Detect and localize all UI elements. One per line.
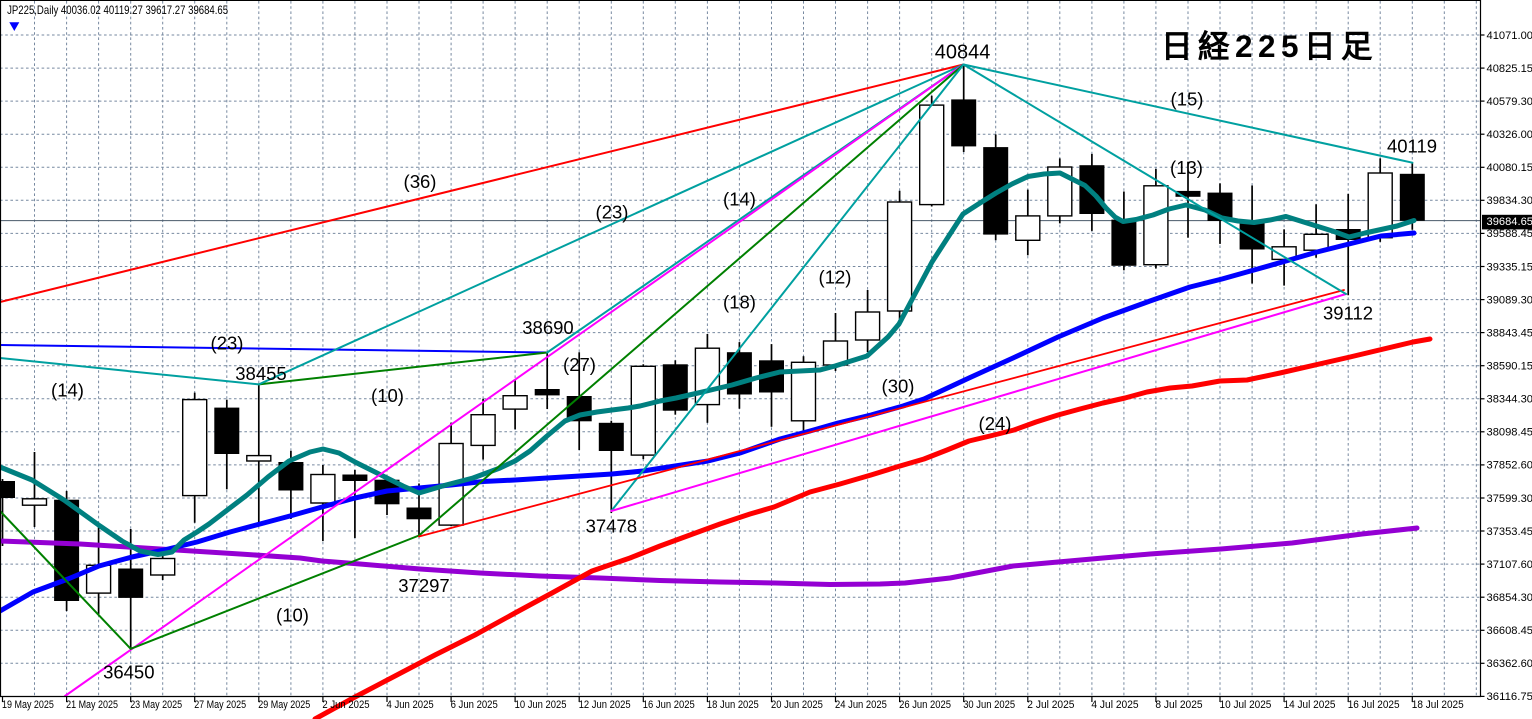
svg-text:38455: 38455 <box>235 363 286 384</box>
svg-text:36450: 36450 <box>103 661 154 682</box>
svg-text:40825.15: 40825.15 <box>1487 63 1532 75</box>
svg-text:(18): (18) <box>723 291 756 312</box>
svg-text:12 Jun 2025: 12 Jun 2025 <box>579 699 631 711</box>
svg-text:39588.45: 39588.45 <box>1487 228 1532 240</box>
svg-text:36116.75: 36116.75 <box>1487 691 1532 703</box>
svg-text:38690: 38690 <box>522 317 573 338</box>
svg-text:19 May 2025: 19 May 2025 <box>2 699 54 711</box>
svg-text:40579.30: 40579.30 <box>1487 96 1532 108</box>
svg-text:(36): (36) <box>404 171 437 192</box>
svg-text:JP225,Daily 40036.02 40119.27: JP225,Daily 40036.02 40119.27 39617.27 3… <box>7 3 228 17</box>
svg-text:10 Jul 2025: 10 Jul 2025 <box>1220 699 1272 711</box>
svg-text:40119: 40119 <box>1387 135 1437 156</box>
svg-text:(14): (14) <box>723 188 756 209</box>
svg-text:39834.30: 39834.30 <box>1487 195 1532 207</box>
svg-text:36854.30: 36854.30 <box>1487 592 1532 604</box>
svg-text:(15): (15) <box>1171 88 1204 109</box>
svg-text:38344.30: 38344.30 <box>1487 394 1532 406</box>
svg-text:37107.60: 37107.60 <box>1487 559 1532 571</box>
svg-text:29 May 2025: 29 May 2025 <box>258 699 310 711</box>
svg-text:27 May 2025: 27 May 2025 <box>194 699 246 711</box>
svg-text:38098.45: 38098.45 <box>1487 427 1532 439</box>
svg-text:18 Jun 2025: 18 Jun 2025 <box>707 699 759 711</box>
svg-text:16 Jun 2025: 16 Jun 2025 <box>643 699 695 711</box>
svg-text:37297: 37297 <box>398 575 449 596</box>
svg-text:(13): (13) <box>1170 157 1203 178</box>
svg-text:23 May 2025: 23 May 2025 <box>130 699 182 711</box>
svg-text:(12): (12) <box>819 266 852 287</box>
svg-text:37478: 37478 <box>586 515 637 536</box>
svg-text:日経225日足: 日経225日足 <box>1161 28 1378 64</box>
svg-text:38843.45: 38843.45 <box>1487 327 1532 339</box>
svg-text:16 Jul 2025: 16 Jul 2025 <box>1348 699 1400 711</box>
svg-text:(30): (30) <box>882 375 915 396</box>
svg-text:37353.45: 37353.45 <box>1487 526 1532 538</box>
svg-text:8 Jul 2025: 8 Jul 2025 <box>1155 699 1202 711</box>
svg-text:4 Jul 2025: 4 Jul 2025 <box>1091 699 1138 711</box>
svg-text:40844: 40844 <box>935 41 991 63</box>
svg-text:4 Jun 2025: 4 Jun 2025 <box>387 699 434 711</box>
svg-text:41071.00: 41071.00 <box>1487 30 1532 42</box>
svg-text:20 Jun 2025: 20 Jun 2025 <box>771 699 823 711</box>
svg-text:(10): (10) <box>371 385 404 406</box>
svg-text:10 Jun 2025: 10 Jun 2025 <box>515 699 567 711</box>
svg-text:6 Jun 2025: 6 Jun 2025 <box>451 699 498 711</box>
svg-text:(27): (27) <box>563 354 596 375</box>
svg-text:39335.15: 39335.15 <box>1487 261 1532 273</box>
svg-text:37599.30: 37599.30 <box>1487 493 1532 505</box>
svg-text:24 Jun 2025: 24 Jun 2025 <box>835 699 887 711</box>
svg-text:2 Jun 2025: 2 Jun 2025 <box>322 699 369 711</box>
svg-text:36362.60: 36362.60 <box>1487 658 1532 670</box>
svg-text:39112: 39112 <box>1323 302 1373 323</box>
svg-text:(14): (14) <box>51 379 84 400</box>
svg-text:(10): (10) <box>276 604 309 625</box>
svg-text:40080.15: 40080.15 <box>1487 162 1532 174</box>
svg-text:38590.15: 38590.15 <box>1487 361 1532 373</box>
svg-text:39089.30: 39089.30 <box>1487 294 1532 306</box>
svg-text:(23): (23) <box>211 332 244 353</box>
svg-text:36608.45: 36608.45 <box>1487 625 1532 637</box>
svg-text:30 Jun 2025: 30 Jun 2025 <box>963 699 1015 711</box>
svg-text:26 Jun 2025: 26 Jun 2025 <box>899 699 951 711</box>
svg-text:40326.00: 40326.00 <box>1487 129 1532 141</box>
svg-text:21 May 2025: 21 May 2025 <box>66 699 118 711</box>
svg-text:18 Jul 2025: 18 Jul 2025 <box>1412 699 1464 711</box>
svg-text:14 Jul 2025: 14 Jul 2025 <box>1284 699 1336 711</box>
svg-text:(23): (23) <box>596 201 629 222</box>
svg-text:39684.65: 39684.65 <box>1487 216 1532 228</box>
svg-text:(24): (24) <box>979 413 1012 434</box>
svg-text:37852.60: 37852.60 <box>1487 460 1532 472</box>
svg-text:2 Jul 2025: 2 Jul 2025 <box>1027 699 1074 711</box>
